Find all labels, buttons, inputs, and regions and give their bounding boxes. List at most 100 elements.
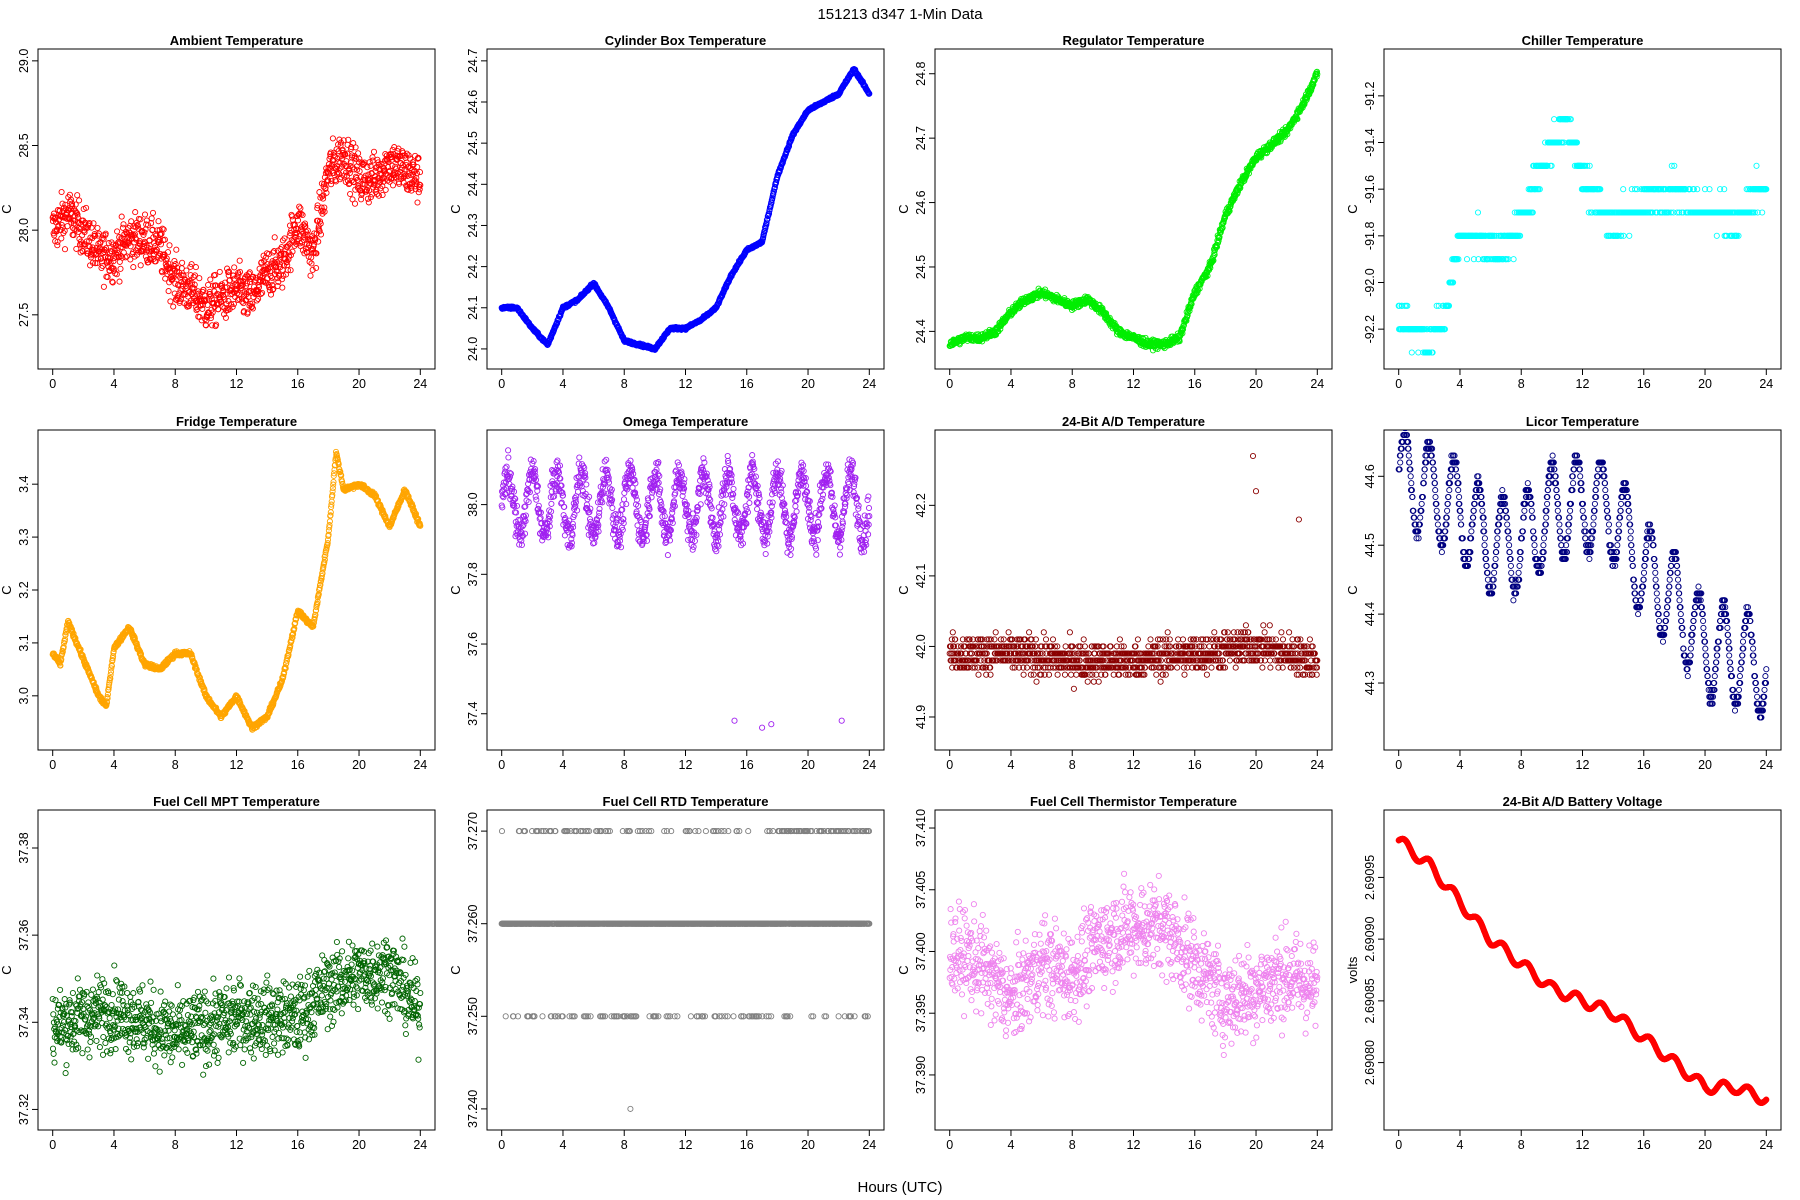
- data-point: [76, 197, 83, 204]
- data-point: [152, 243, 159, 250]
- data-point: [287, 252, 294, 259]
- data-point: [1491, 232, 1498, 239]
- data-point: [1510, 256, 1517, 263]
- data-point: [295, 211, 302, 218]
- data-point: [87, 254, 95, 261]
- y-tick-label: 24.6: [466, 90, 480, 114]
- data-point: [199, 301, 206, 308]
- data-point: [374, 190, 381, 198]
- data-point: [1210, 257, 1217, 264]
- data-point: [1582, 162, 1589, 169]
- data-point: [62, 201, 69, 208]
- data-point: [165, 288, 172, 295]
- data-point: [249, 305, 256, 312]
- data-point: [1313, 68, 1321, 75]
- data-point: [1751, 209, 1758, 216]
- data-point: [154, 227, 161, 234]
- data-point: [1474, 209, 1482, 216]
- data-point: [1573, 139, 1581, 146]
- x-tick-label: 8: [1069, 377, 1076, 391]
- data-point: [1584, 162, 1591, 169]
- x-tick-label: 0: [946, 377, 953, 391]
- data-point: [203, 317, 210, 324]
- data-point: [366, 187, 373, 194]
- data-point: [1154, 345, 1161, 353]
- data-point: [59, 200, 66, 207]
- data-point: [346, 170, 353, 177]
- y-tick-label: 24.6: [914, 190, 928, 214]
- data-point: [364, 164, 371, 171]
- data-point: [1676, 209, 1683, 216]
- data-point: [1213, 243, 1221, 251]
- y-tick-label: 29.0: [17, 49, 31, 73]
- data-point: [134, 222, 141, 229]
- data-point: [389, 182, 397, 189]
- x-tick-label: 12: [679, 377, 693, 391]
- data-point: [379, 183, 386, 190]
- data-point: [104, 274, 111, 281]
- data-point: [1529, 209, 1536, 216]
- data-point: [1179, 326, 1187, 333]
- y-axis-label: C: [448, 204, 463, 213]
- data-point: [1690, 186, 1697, 193]
- series-points: [498, 66, 873, 353]
- data-point: [1753, 162, 1760, 169]
- data-point: [99, 262, 106, 270]
- data-point: [313, 250, 320, 257]
- data-point: [70, 220, 77, 227]
- data-point: [74, 192, 81, 199]
- data-point: [309, 245, 317, 253]
- data-point: [231, 264, 238, 271]
- data-point: [554, 319, 561, 326]
- data-point: [765, 210, 773, 217]
- data-point: [190, 273, 197, 280]
- x-tick-label: 4: [1456, 377, 1463, 391]
- data-point: [94, 255, 101, 262]
- data-point: [183, 267, 190, 274]
- data-point: [414, 163, 421, 171]
- data-point: [286, 253, 293, 260]
- data-point: [355, 150, 362, 157]
- y-tick-label: 3.4: [17, 475, 31, 492]
- data-point: [1729, 232, 1736, 239]
- data-point: [386, 167, 393, 174]
- y-tick-label: -92.0: [1363, 268, 1377, 297]
- data-point: [393, 152, 400, 159]
- data-point: [54, 242, 61, 249]
- y-tick-label: 24.4: [914, 319, 928, 343]
- data-point: [239, 281, 246, 288]
- data-point: [128, 232, 135, 239]
- data-point: [1567, 116, 1574, 123]
- data-point: [1294, 116, 1301, 123]
- data-point: [265, 281, 272, 288]
- panel-title: Cylinder Box Temperature: [605, 33, 767, 48]
- panel-title: Chiller Temperature: [1522, 33, 1644, 48]
- data-point: [1211, 251, 1218, 258]
- data-point: [1404, 302, 1411, 309]
- x-tick-label: 8: [172, 758, 179, 772]
- data-point: [1415, 349, 1422, 356]
- data-point: [137, 262, 144, 269]
- data-point: [123, 253, 130, 260]
- y-tick-label: 24.0: [466, 337, 480, 361]
- data-point: [324, 176, 331, 184]
- data-point: [764, 216, 771, 223]
- data-point: [91, 233, 98, 240]
- data-point: [382, 186, 389, 193]
- data-point: [1721, 186, 1728, 193]
- data-point: [104, 695, 111, 702]
- data-point: [153, 246, 160, 253]
- plot-frame: [486, 48, 885, 370]
- data-point: [338, 174, 345, 181]
- data-point: [1634, 186, 1641, 193]
- data-point: [108, 665, 115, 672]
- data-point: [193, 307, 200, 314]
- data-point: [270, 285, 277, 292]
- data-point: [148, 215, 155, 222]
- data-point: [321, 204, 328, 211]
- data-point: [308, 260, 315, 267]
- data-point: [224, 265, 231, 272]
